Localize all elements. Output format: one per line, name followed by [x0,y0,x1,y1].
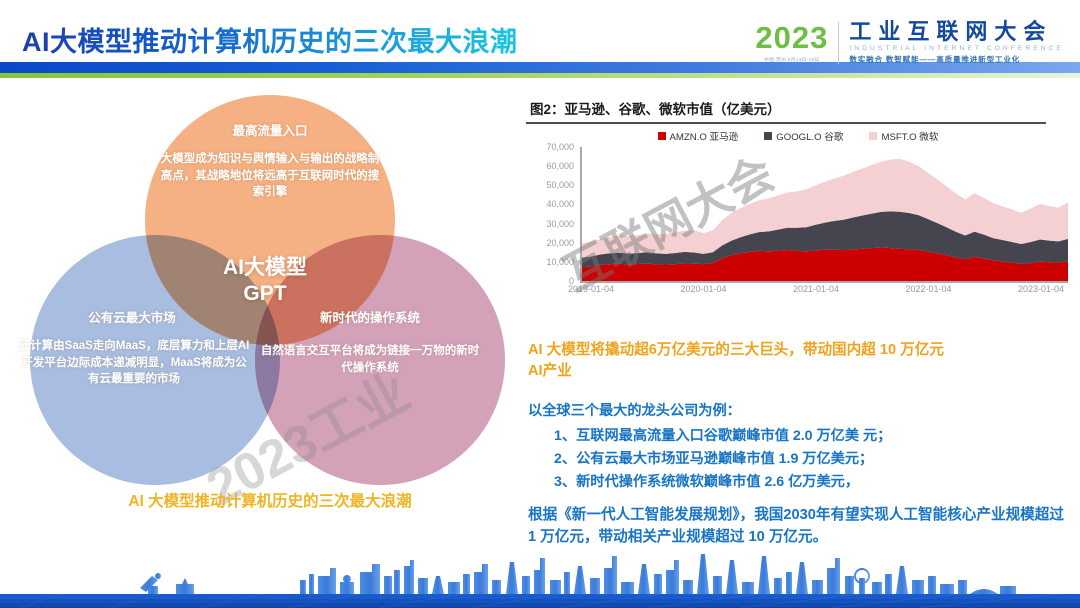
logo-year-block: 2023 中国·苏州 8月14日-16日 [755,22,828,63]
chart-canvas [580,147,1068,283]
venn-center-label: AI大模型 GPT [150,255,380,306]
policy-footnote: 根据《新一代人工智能发展规划》，我国2030年有望实现人工智能核心产业规模超过 … [528,507,1064,545]
venn-right-heading: 新时代的操作系统 [319,311,420,325]
chart-y-tick: 50,000 [546,180,574,191]
chart-series-area [582,158,1068,258]
header-green-band [0,73,1080,78]
headline-orange: AI 大模型将撬动超6万亿美元的三大巨头，带动国内超 10 万亿元 AI产业 [528,340,1068,381]
example-lead: 以全球三个最大的龙头公司为例： [528,403,741,420]
example-list-item: 2、公有云最大市场亚马逊巅峰市值 1.9 万亿美元； [554,450,874,467]
legend-swatch-icon [764,132,773,140]
skyline-water [0,594,1080,608]
chart-title-rule [526,122,1046,124]
chart-legend: AMZN.O 亚马逊 GOOGL.O 谷歌 MSFT.O 微软 [524,129,1072,143]
chart-x-tick: 2022-01-04 [905,284,952,294]
chart-series-area [582,211,1068,268]
logo-year: 2023 [755,20,829,56]
chart-legend-item: GOOGL.O 谷歌 [764,129,843,143]
logo-divider [838,21,840,64]
page-title: AI大模型推动计算机历史的三次最大浪潮 [22,20,518,59]
logo-slogan: 数实融合 数智赋能——高质量推进新型工业化 [849,55,1021,65]
example-list-item: 3、新时代操作系统微软巅峰市值 2.6 亿万美元， [554,473,860,490]
chart-x-tick: 2023-01-04 [1017,284,1064,294]
legend-label: GOOGL.O 谷歌 [776,132,844,143]
chart-legend-item: AMZN.O 亚马逊 [657,129,739,143]
headline-line-2: AI产业 [528,362,572,379]
venn-circle-public-cloud [30,235,280,485]
logo-year-subtitle: 中国·苏州 8月14日-16日 [764,57,820,63]
chart-x-axis: 2019-01-04 2020-01-04 2021-01-04 2022-01-04… [568,284,1072,294]
chart-y-tick: 10,000 [546,256,574,267]
venn-left-heading: 公有云最大市场 [88,311,176,325]
headline-line-1: AI 大模型将撬动超6万亿美元的三大巨头，带动国内超 10 万亿元 [528,342,944,358]
market-cap-chart: 图2：亚马逊、谷歌、微软市值（亿美元） AMZN.O 亚马逊 GOOGL.O 谷歌… [524,98,1072,320]
chart-y-tick: 60,000 [546,161,574,172]
logo-name-cn: 工业互联网大会 [849,19,1053,44]
chart-y-tick: 0 [568,276,574,286]
conference-logo: 2023 中国·苏州 8月14日-16日 工业互联网大会 INDUSTRIAL … [755,20,1064,65]
chart-x-tick: 2020-01-04 [680,284,727,294]
skyline-graphic [0,554,1080,608]
venn-left-body: 云计算由SaaS走向MaaS，底层算力和上层AI开发平台边际成本递减明显，Maa… [18,340,250,386]
footer-skyline-band [0,546,1080,608]
legend-swatch-icon [869,132,878,140]
chart-y-tick: 70,000 [546,142,574,152]
chart-plot-area: 0 10,000 20,000 30,000 40,000 50,000 60,000 70,… [524,142,1072,307]
chart-series-area [582,247,1068,281]
venn-caption: AI 大模型推动计算机历史的三次最大浪潮 [128,493,412,510]
venn-circle-operating-system [255,235,505,485]
venn-right-body: 自然语言交互平台将成为链接一万物的新时代操作系统 [260,345,480,374]
legend-label: MSFT.O 微软 [881,132,939,143]
chart-y-tick: 40,000 [546,199,574,210]
chart-y-tick: 20,000 [546,237,574,248]
right-text-block: AI 大模型将撬动超6万亿美元的三大巨头，带动国内超 10 万亿元 AI产业 以… [528,340,1068,494]
venn-center-line1: AI大模型 [223,256,307,279]
chart-y-tick: 30,000 [546,218,574,229]
chart-title: 图2：亚马逊、谷歌、微软市值（亿美元） [530,102,781,117]
skyline-silhouette [140,554,1016,594]
chart-x-tick: 2019-01-04 [568,284,615,294]
chart-x-tick: 2021-01-04 [792,284,840,294]
logo-text-block: 工业互联网大会 INDUSTRIAL INTERNET CONFERENCE 数… [849,20,1064,65]
venn-diagram: 最高流量入口 大模型成为知识与舆情输入与输出的战略制高点，其战略地位将远高于互联… [10,95,505,495]
chart-legend-item: MSFT.O 微软 [869,129,938,143]
skyline-grid [0,593,1080,608]
chart-area-paths [582,158,1068,281]
logo-name-en: INDUSTRIAL INTERNET CONFERENCE [849,45,1064,53]
example-list-item: 1、互联网最高流量入口谷歌巅峰市值 2.0 万亿美 元； [554,427,892,444]
venn-center-line2: GPT [243,281,287,305]
venn-top-body: 大模型成为知识与舆情输入与输出的战略制高点，其战略地位将远高于互联网时代的搜索引… [160,153,380,199]
example-list: 1、互联网最高流量入口谷歌巅峰市值 2.0 万亿美 元； 2、公有云最大市场亚马逊… [528,425,1068,494]
venn-top-heading: 最高流量入口 [232,124,308,138]
legend-swatch-icon [657,132,666,140]
legend-label: AMZN.O 亚马逊 [669,132,739,143]
header-blue-band [0,62,1080,73]
chart-y-axis: 0 10,000 20,000 30,000 40,000 50,000 60,000 70,… [524,142,578,286]
